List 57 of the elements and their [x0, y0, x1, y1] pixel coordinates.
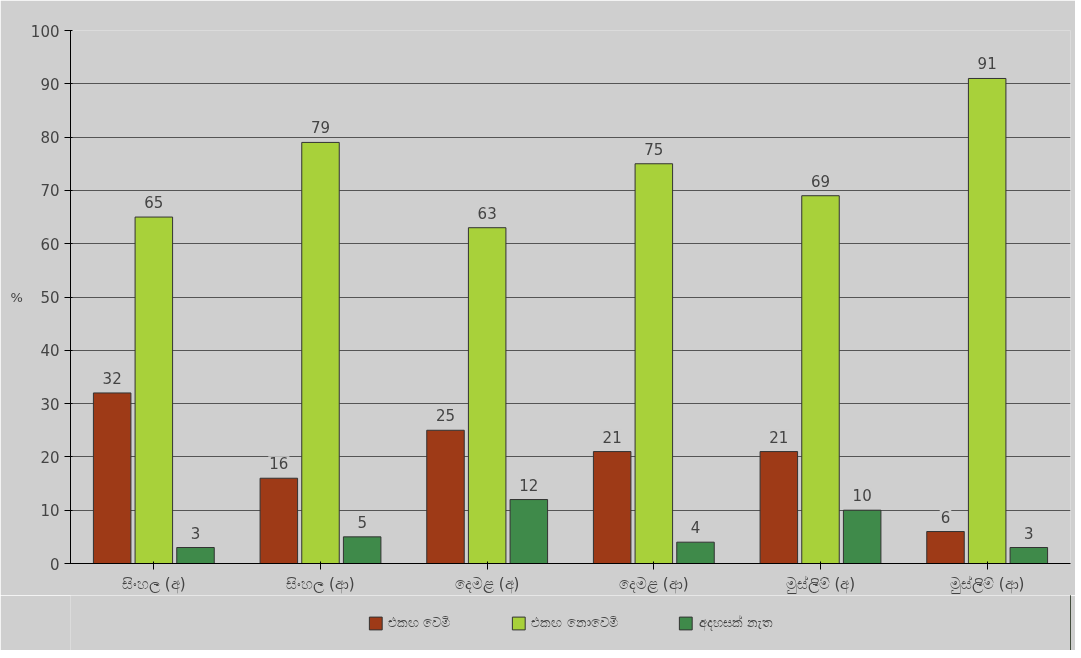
x-tick-label: සිංහල (අ) — [122, 574, 186, 594]
y-tick-label: 0 — [49, 555, 60, 574]
y-tick-label: 20 — [40, 448, 60, 467]
data-label: 16 — [269, 455, 289, 474]
data-label: 79 — [310, 119, 331, 138]
data-label: 63 — [477, 204, 497, 223]
bar — [634, 163, 674, 564]
data-label: 91 — [977, 55, 997, 74]
bar — [509, 499, 549, 564]
data-label: 5 — [357, 513, 367, 532]
bar — [301, 141, 340, 564]
y-tick-label: 30 — [40, 395, 60, 414]
data-label: 3 — [190, 524, 201, 543]
legend-label: එකඟ වෙමි — [388, 613, 451, 632]
x-tick-label: දෙමළ (අ) — [454, 574, 520, 594]
y-tick-label: 60 — [40, 235, 60, 254]
bar — [592, 451, 632, 564]
data-label: 75 — [644, 140, 664, 159]
data-label: 21 — [769, 428, 789, 447]
data-label: 32 — [102, 369, 122, 388]
bar — [1009, 547, 1049, 564]
bar — [426, 429, 465, 564]
data-label: 4 — [690, 519, 701, 538]
data-label: 21 — [602, 428, 622, 447]
bar — [134, 216, 174, 564]
data-label: 10 — [852, 487, 872, 506]
x-tick-label: සිංහල (ආ) — [286, 574, 355, 594]
y-tick-label: 100 — [30, 22, 60, 41]
x-tick-label: දෙමළ (ආ) — [619, 574, 689, 594]
data-label: 6 — [940, 508, 951, 527]
bar — [926, 531, 965, 564]
data-label: 12 — [519, 476, 539, 495]
y-tick-label: 80 — [40, 129, 60, 148]
y-tick-label: 10 — [40, 502, 60, 521]
bar — [759, 451, 799, 564]
y-tick-label: 90 — [40, 75, 60, 94]
bar — [967, 77, 1007, 564]
bar — [92, 392, 132, 564]
bar — [342, 536, 382, 564]
data-label: 25 — [435, 407, 456, 426]
bar — [676, 541, 715, 564]
bar — [842, 509, 882, 564]
y-axis-title: % — [10, 289, 23, 305]
legend-label: අදහසක් නැත — [698, 613, 773, 632]
y-tick-label: 50 — [40, 289, 60, 307]
x-tick-label: මුස්ලිම් (ආ) — [949, 574, 1025, 594]
data-label: 65 — [144, 194, 164, 213]
bar — [259, 477, 299, 564]
legend-label: එකඟ නොවෙමි — [531, 613, 618, 632]
y-tick-label: 70 — [40, 182, 60, 201]
bar — [176, 547, 215, 564]
x-tick-label: මුස්ලිම් (අ) — [785, 574, 856, 594]
bar — [467, 227, 507, 564]
data-label: 3 — [1024, 524, 1034, 543]
y-tick-label: 40 — [40, 342, 60, 361]
bar — [801, 195, 840, 564]
data-label: 69 — [810, 172, 831, 191]
